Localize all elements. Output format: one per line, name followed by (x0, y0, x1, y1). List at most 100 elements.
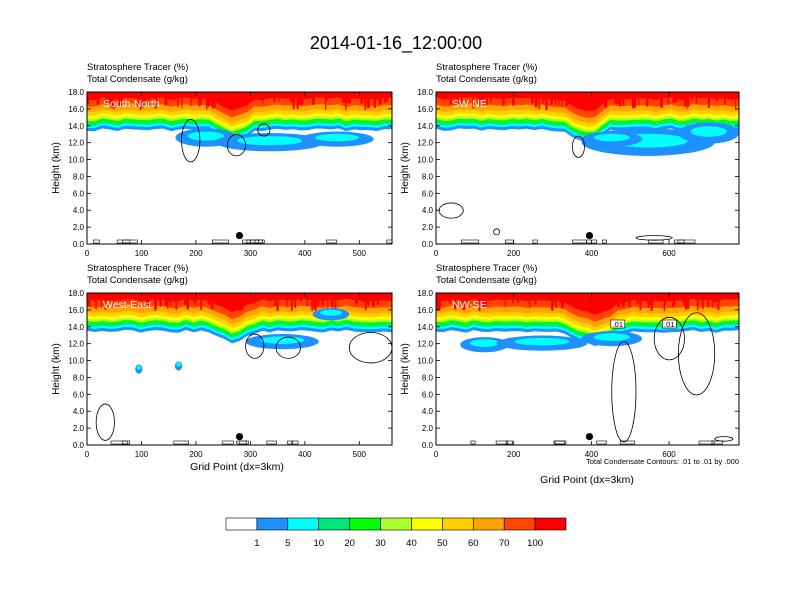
tracer-streak (145, 293, 149, 305)
tracer-streak (100, 293, 102, 308)
y-tick-label: 10.0 (417, 357, 433, 366)
tracer-streak (684, 92, 687, 103)
y-tick-label: 6.0 (73, 189, 85, 198)
tracer-blob-cyan (136, 365, 142, 370)
location-dot (585, 231, 594, 240)
tracer-streak (490, 92, 492, 102)
tracer-streak (580, 92, 583, 101)
surface-contour (266, 440, 277, 445)
tracer-streak (376, 293, 380, 305)
tracer-streak (684, 293, 688, 310)
tracer-streak (154, 92, 157, 109)
contour-note: Total Condensate Contours: .01 to .01 by… (586, 457, 739, 466)
tracer-streak (110, 92, 113, 109)
tracer-streak (172, 92, 176, 100)
x-tick-label: 0 (434, 249, 439, 258)
tracer-streak (717, 293, 720, 310)
colorbar-label: 5 (285, 538, 290, 549)
x-tick-label: 600 (662, 450, 676, 459)
x-tick-label: 400 (298, 450, 312, 459)
colorbar-label: 40 (406, 538, 417, 549)
tracer-blob-cyan (593, 133, 630, 142)
tracer-streak (348, 92, 351, 104)
condensate-contour (653, 316, 685, 361)
location-dot (585, 432, 594, 441)
tracer-streak (531, 92, 534, 104)
panel-subtitle-condensate: Total Condensate (g/kg) (436, 275, 537, 286)
tracer-streak (599, 92, 603, 104)
surface-contour (554, 440, 565, 445)
tracer-streak (210, 293, 214, 310)
y-tick-label: 12.0 (68, 139, 84, 148)
tracer-streak (154, 293, 157, 311)
colorbar-swatch-sea-green (318, 517, 350, 531)
tracer-streak (360, 92, 363, 104)
tracer-streak (321, 293, 324, 306)
x-tick-label: 600 (662, 249, 676, 258)
tracer-streak (554, 92, 557, 105)
tracer-streak (156, 92, 158, 103)
tracer-streak (362, 293, 365, 303)
tracer-streak (332, 293, 334, 309)
panel-subtitle-tracer: Stratosphere Tracer (%) (436, 62, 537, 73)
tracer-streak (214, 92, 216, 108)
tracer-streak (665, 293, 667, 305)
tracer-streak (278, 92, 280, 102)
tracer-streak (617, 92, 621, 104)
tracer-streak (246, 293, 249, 304)
surface-contour (677, 239, 696, 244)
tracer-streak (286, 293, 288, 308)
colorbar-label: 50 (437, 538, 448, 549)
tracer-streak (484, 293, 487, 306)
tracer-streak (502, 92, 505, 106)
tracer-streak (559, 293, 562, 302)
tracer-streak (576, 92, 580, 107)
tracer-streak (449, 293, 451, 304)
tracer-streak (241, 92, 244, 104)
y-tick-label: 2.0 (422, 424, 434, 433)
tracer-blob-cyan (315, 133, 360, 142)
y-tick-label: 8.0 (422, 373, 434, 382)
surface-contour (711, 440, 723, 445)
y-tick-label: 6.0 (73, 390, 85, 399)
x-tick-label: 400 (585, 450, 599, 459)
surface-contour (173, 440, 190, 445)
panel-direction-label: NW-SE (452, 299, 487, 311)
panel-sw-ne: Stratosphere Tracer (%)Total Condensate … (400, 62, 740, 258)
tracer-streak (334, 293, 337, 309)
y-tick-label: 4.0 (73, 206, 85, 215)
tracer-streak (594, 92, 598, 109)
tracer-streak (384, 92, 386, 103)
y-tick-label: 0.0 (422, 240, 434, 249)
y-tick-label: 16.0 (417, 105, 433, 114)
plot-frame (435, 91, 740, 245)
tracer-streak (267, 293, 270, 302)
contour-label-box (662, 319, 677, 329)
y-tick-label: 10.0 (68, 357, 84, 366)
y-tick-label: 0.0 (73, 240, 85, 249)
panel-nw-se: Stratosphere Tracer (%)Total Condensate … (400, 263, 740, 459)
tracer-streak (139, 92, 142, 110)
panel-direction-label: SW-NE (452, 98, 487, 110)
surface-contour (532, 239, 538, 244)
y-tick-label: 8.0 (73, 172, 85, 181)
panel-subtitle-tracer: Stratosphere Tracer (%) (87, 263, 188, 274)
tracer-blob-cyan (187, 131, 225, 141)
tracer-streak (449, 92, 452, 105)
tracer-streak (715, 92, 719, 101)
tracer-streak (158, 293, 161, 301)
tracer-streak (355, 293, 357, 307)
colorbar-label: 30 (375, 538, 386, 549)
x-tick-label: 200 (189, 450, 203, 459)
tracer-streak (342, 92, 345, 104)
tracer-streak (235, 293, 239, 308)
tracer-streak (190, 92, 192, 107)
tracer-streak (702, 293, 704, 310)
tracer-streak (97, 92, 98, 102)
tracer-streak (462, 293, 465, 309)
tracer-blob-cyan (260, 336, 305, 344)
colorbar-swatch-gold (442, 517, 474, 531)
tracer-streak (534, 92, 538, 108)
colorbar-swatch-orange-red (503, 517, 536, 531)
